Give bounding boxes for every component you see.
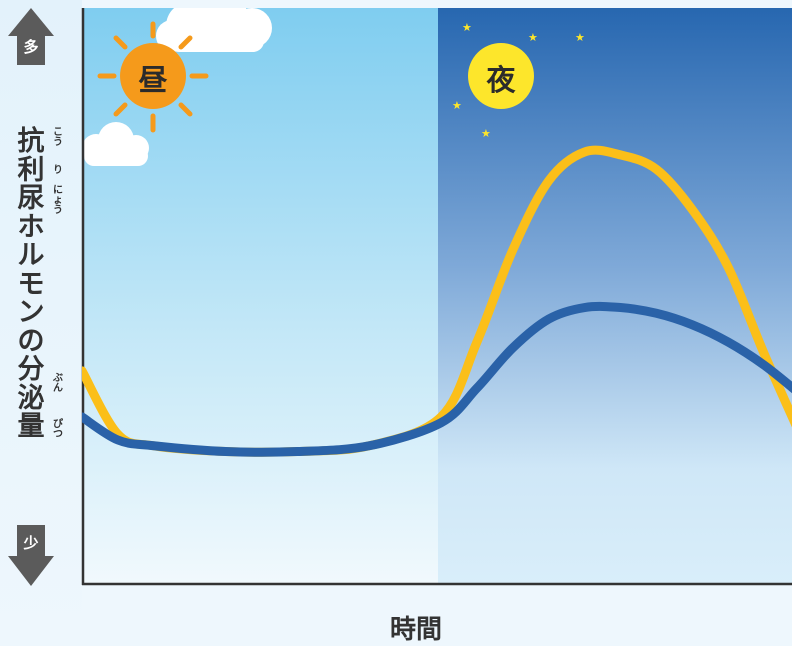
svg-text:★: ★ [528, 31, 538, 44]
series-line-2 [82, 301, 792, 457]
y-axis-ruby-reading: ぶん [53, 373, 63, 394]
y-axis-label-char: 利 [17, 154, 45, 186]
star-icon: ★ ★ ★ ★ ★ [452, 21, 585, 140]
y-axis-ruby-reading: り [53, 165, 63, 176]
y-axis-label-char: 泌 [17, 382, 45, 414]
y-axis-ruby-reading: にょう [53, 185, 63, 216]
y-axis-label-char: 分 [17, 354, 45, 385]
y-axis-label-char: 量 [17, 411, 45, 442]
y-axis-label: 抗利尿ホルモンの分泌量 [14, 126, 48, 442]
y-axis-label-char: の [17, 325, 45, 357]
y-high-label: 多 [23, 38, 39, 56]
svg-text:★: ★ [462, 21, 472, 34]
cloud-icon [156, 8, 272, 52]
y-axis-label-char: ル [17, 240, 45, 271]
sun-icon [97, 21, 209, 133]
svg-text:★: ★ [575, 31, 585, 44]
svg-text:★: ★ [481, 127, 491, 140]
y-axis-ruby-reading: ぴつ [53, 419, 63, 440]
y-axis-arrow-down [8, 525, 54, 586]
y-axis-label-char: モ [17, 268, 45, 300]
x-axis-label: 時間 [389, 615, 442, 645]
y-axis-label-char: ン [17, 297, 45, 328]
night-label: 夜 [486, 63, 516, 97]
y-axis-ruby-reading: こう [53, 127, 63, 148]
y-axis-label-char: ホ [17, 211, 45, 243]
y-low-label: 少 [23, 534, 39, 552]
y-axis-label-char: 尿 [17, 183, 45, 214]
cloud-icon [82, 122, 149, 166]
day-label: 昼 [138, 63, 168, 97]
night-badge-icon [468, 43, 534, 109]
svg-text:★: ★ [452, 99, 462, 112]
y-axis-arrow-up [8, 8, 54, 65]
y-axis-label-char: 抗 [17, 126, 45, 157]
